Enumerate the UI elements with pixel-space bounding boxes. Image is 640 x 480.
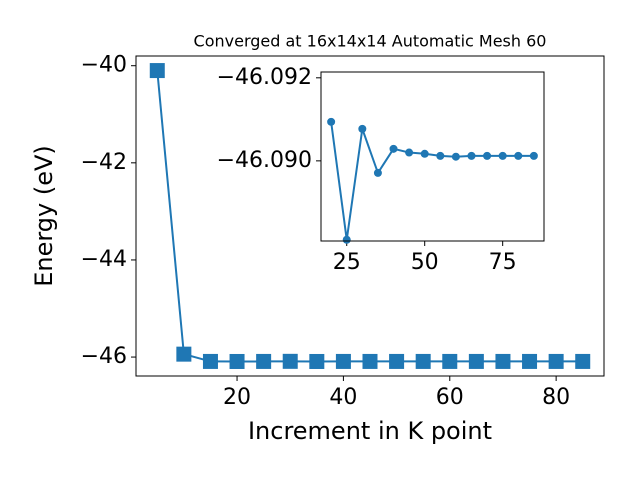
marker bbox=[514, 151, 523, 160]
marker bbox=[451, 152, 460, 161]
marker bbox=[389, 353, 405, 369]
axes-frame bbox=[320, 71, 545, 242]
x-tick-label: 20 bbox=[223, 385, 251, 410]
axes-frame bbox=[135, 55, 605, 377]
chart-title: Converged at 16x14x14 Automatic Mesh 60 bbox=[194, 32, 547, 51]
y-tick-label: −44 bbox=[81, 247, 127, 272]
marker bbox=[468, 353, 484, 369]
marker bbox=[335, 353, 351, 369]
marker bbox=[522, 353, 538, 369]
marker bbox=[495, 353, 511, 369]
marker bbox=[415, 353, 431, 369]
x-axis-label: Increment in K point bbox=[248, 417, 492, 445]
y-tick-label: −46.090 bbox=[217, 148, 312, 173]
y-tick-label: −42 bbox=[81, 150, 127, 175]
marker bbox=[229, 353, 245, 369]
marker bbox=[575, 353, 591, 369]
x-tick-label: 60 bbox=[436, 385, 464, 410]
marker bbox=[282, 353, 298, 369]
marker bbox=[342, 235, 351, 244]
marker bbox=[362, 353, 378, 369]
marker bbox=[405, 148, 414, 157]
marker bbox=[309, 353, 325, 369]
marker bbox=[176, 346, 192, 362]
marker bbox=[373, 168, 382, 177]
marker bbox=[420, 149, 429, 158]
marker bbox=[202, 353, 218, 369]
y-tick-label: −40 bbox=[81, 53, 127, 78]
marker bbox=[498, 151, 507, 160]
marker bbox=[256, 353, 272, 369]
marker bbox=[548, 353, 564, 369]
y-axis-label: Energy (eV) bbox=[30, 145, 58, 287]
y-tick-label: −46.092 bbox=[217, 65, 312, 90]
x-tick-label: 40 bbox=[329, 385, 357, 410]
marker bbox=[529, 151, 538, 160]
y-tick-label: −46 bbox=[81, 344, 127, 369]
marker bbox=[389, 144, 398, 153]
x-tick-label: 75 bbox=[489, 250, 517, 275]
x-tick-label: 50 bbox=[411, 250, 439, 275]
marker bbox=[483, 151, 492, 160]
marker bbox=[327, 117, 336, 126]
x-tick-label: 25 bbox=[333, 250, 361, 275]
marker bbox=[436, 151, 445, 160]
marker bbox=[358, 124, 367, 133]
marker bbox=[442, 353, 458, 369]
x-tick-label: 80 bbox=[542, 385, 570, 410]
marker bbox=[149, 63, 165, 79]
marker bbox=[467, 151, 476, 160]
